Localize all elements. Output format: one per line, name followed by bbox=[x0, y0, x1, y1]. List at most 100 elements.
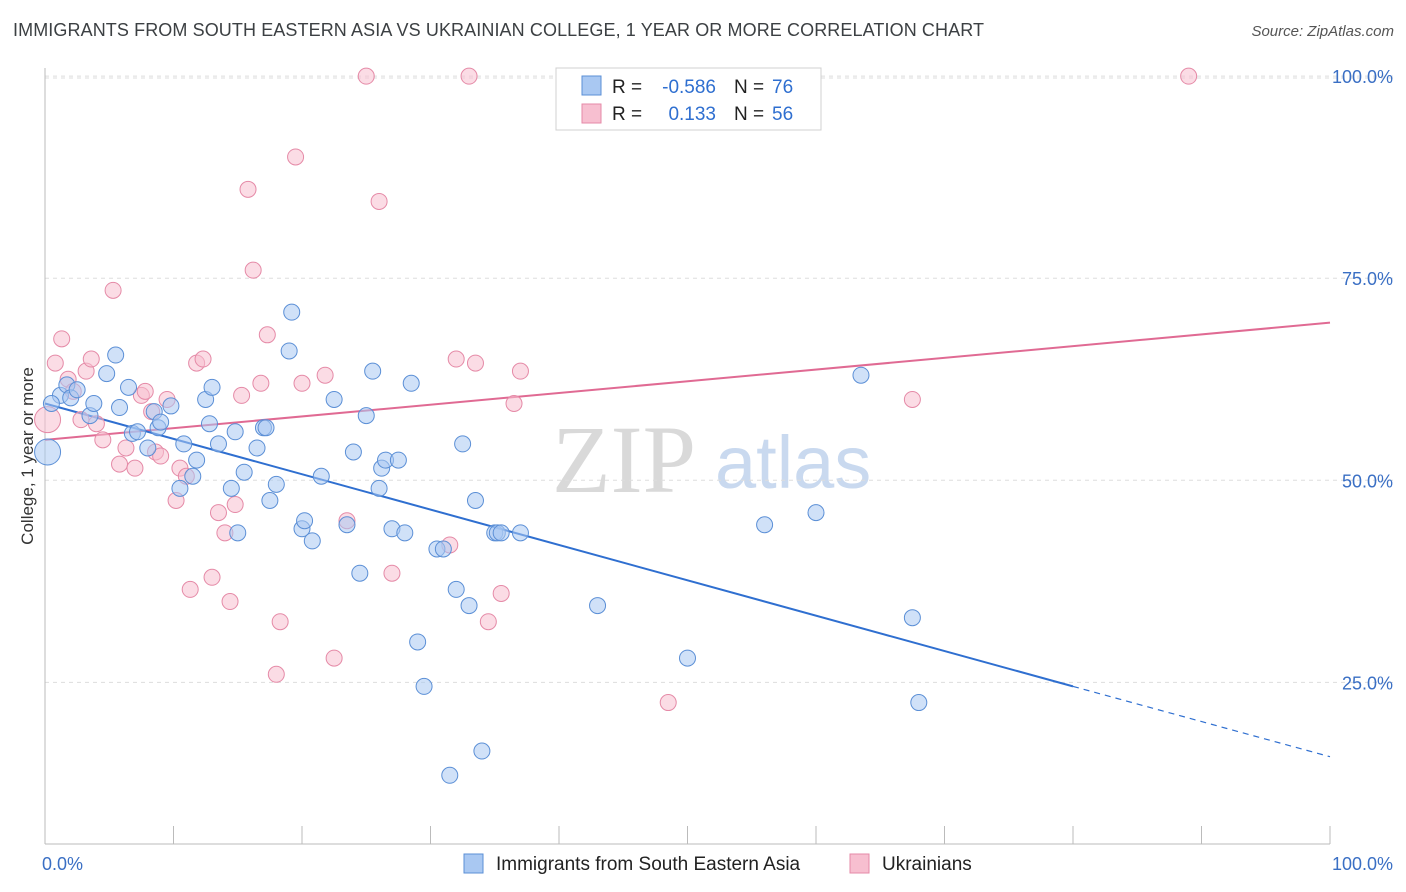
sea-immigrants-point bbox=[200, 415, 218, 433]
sea-immigrants-point bbox=[409, 633, 427, 651]
sea-immigrants-point bbox=[415, 677, 433, 695]
ukrainians-point bbox=[492, 584, 510, 602]
sea-immigrants-point bbox=[756, 516, 774, 534]
ukrainians-point bbox=[316, 366, 334, 384]
ukrainians-point bbox=[136, 382, 154, 400]
sea-immigrants-point bbox=[910, 694, 928, 712]
ukrainians-points bbox=[34, 67, 1198, 712]
source-label: Source: ZipAtlas.com bbox=[1251, 23, 1394, 40]
sea-immigrants-point bbox=[120, 378, 138, 396]
ukrainians-point bbox=[511, 362, 529, 380]
sea-immigrants-point bbox=[454, 435, 472, 453]
ukrainians-point bbox=[221, 593, 239, 611]
ukrainians-point bbox=[460, 67, 478, 85]
ukrainians-point bbox=[239, 180, 257, 198]
y-axis-title: College, 1 year or more bbox=[18, 367, 37, 545]
ukrainians-point bbox=[258, 326, 276, 344]
sea-immigrants-point bbox=[226, 423, 244, 441]
ukrainians-point bbox=[479, 613, 497, 631]
ukrainians-point bbox=[357, 67, 375, 85]
x-ticks bbox=[44, 826, 1331, 844]
ukrainians-point bbox=[209, 504, 227, 522]
sea-immigrants-point bbox=[903, 609, 921, 627]
ukrainians-point bbox=[126, 459, 144, 477]
sea-immigrants-point bbox=[807, 504, 825, 522]
ukrainians-point bbox=[117, 439, 135, 457]
y-tick-label: 25.0% bbox=[1342, 673, 1393, 693]
sea-immigrants-point bbox=[852, 366, 870, 384]
y-tick-labels: 25.0% 50.0% 75.0% 100.0% bbox=[1332, 67, 1393, 693]
series-legend-label-blue: Immigrants from South Eastern Asia bbox=[496, 854, 801, 875]
ukrainians-trend-line bbox=[44, 321, 1331, 441]
ukrainians-point bbox=[104, 281, 122, 299]
legend-r-label-1: R = bbox=[612, 77, 642, 98]
series-legend-swatch-pink bbox=[849, 853, 870, 874]
ukrainians-point bbox=[287, 148, 305, 166]
sea-immigrants-point bbox=[589, 597, 607, 615]
sea-immigrants-point bbox=[447, 580, 465, 598]
ukrainians-point bbox=[1180, 67, 1198, 85]
sea-immigrants-point bbox=[267, 475, 285, 493]
sea-immigrants-point bbox=[175, 435, 193, 453]
sea-immigrants-point bbox=[188, 451, 206, 469]
ukrainians-point bbox=[505, 395, 523, 413]
sea-immigrants-point bbox=[303, 532, 321, 550]
sea-immigrants-point bbox=[441, 766, 459, 784]
sea-immigrants-point bbox=[209, 435, 227, 453]
ukrainians-point bbox=[383, 564, 401, 582]
y-tick-label: 100.0% bbox=[1332, 67, 1393, 87]
sea-immigrants-point bbox=[111, 399, 129, 417]
ukrainians-point bbox=[181, 580, 199, 598]
series-legend: Immigrants from South Eastern Asia Ukrai… bbox=[463, 853, 972, 875]
sea-immigrants-point bbox=[257, 419, 275, 437]
ukrainians-point bbox=[94, 431, 112, 449]
ukrainians-point bbox=[152, 447, 170, 465]
ukrainians-point bbox=[447, 350, 465, 368]
sea-immigrants-point bbox=[107, 346, 125, 364]
x-tick-label-min: 0.0% bbox=[42, 854, 83, 874]
ukrainians-point bbox=[203, 568, 221, 586]
sea-immigrants-point bbox=[402, 374, 420, 392]
sea-immigrants-point bbox=[466, 491, 484, 509]
legend-n-label-2: N = bbox=[734, 104, 764, 125]
sea-immigrants-point bbox=[325, 390, 343, 408]
ukrainians-point bbox=[46, 354, 64, 372]
sea-immigrants-point bbox=[283, 303, 301, 321]
sea-immigrants-point bbox=[34, 438, 62, 466]
sea-immigrants-point bbox=[492, 524, 510, 542]
y-tick-label: 75.0% bbox=[1342, 269, 1393, 289]
series-legend-swatch-blue bbox=[463, 853, 484, 874]
chart-title: IMMIGRANTS FROM SOUTH EASTERN ASIA VS UK… bbox=[13, 20, 985, 40]
watermark-atlas: atlas bbox=[715, 421, 871, 504]
ukrainians-point bbox=[252, 374, 270, 392]
sea-immigrants-point bbox=[68, 381, 86, 399]
sea-immigrants-point bbox=[679, 649, 696, 667]
correlation-legend: R = -0.586 N = 76 R = 0.133 N = 56 bbox=[555, 67, 822, 131]
ukrainians-point bbox=[271, 613, 289, 631]
sea-immigrants-point bbox=[364, 362, 382, 380]
sea-immigrants-point bbox=[129, 423, 147, 441]
sea-immigrants-point bbox=[351, 564, 369, 582]
ukrainians-point bbox=[267, 665, 285, 683]
ukrainians-point bbox=[903, 390, 921, 408]
ukrainians-point bbox=[194, 350, 212, 368]
sea-immigrants-point bbox=[139, 439, 157, 457]
sea-immigrants-point bbox=[389, 451, 407, 469]
sea-immigrants-point bbox=[511, 524, 529, 542]
ukrainians-point bbox=[233, 386, 251, 404]
legend-n-label-1: N = bbox=[734, 77, 764, 98]
ukrainians-point bbox=[659, 694, 677, 712]
legend-swatch-pink bbox=[581, 103, 602, 124]
ukrainians-point bbox=[53, 330, 71, 348]
legend-r-value-1: -0.586 bbox=[662, 77, 716, 98]
ukrainians-point bbox=[244, 261, 262, 279]
sea-immigrants-point bbox=[296, 512, 314, 530]
ukrainians-point bbox=[325, 649, 343, 667]
x-tick-label-max: 100.0% bbox=[1332, 854, 1393, 874]
sea-immigrants-point bbox=[235, 463, 253, 481]
ukrainians-point bbox=[111, 455, 129, 473]
legend-n-value-1: 76 bbox=[772, 77, 793, 98]
ukrainians-point bbox=[226, 496, 244, 514]
series-legend-label-pink: Ukrainians bbox=[882, 854, 972, 875]
legend-n-value-2: 56 bbox=[772, 104, 793, 125]
